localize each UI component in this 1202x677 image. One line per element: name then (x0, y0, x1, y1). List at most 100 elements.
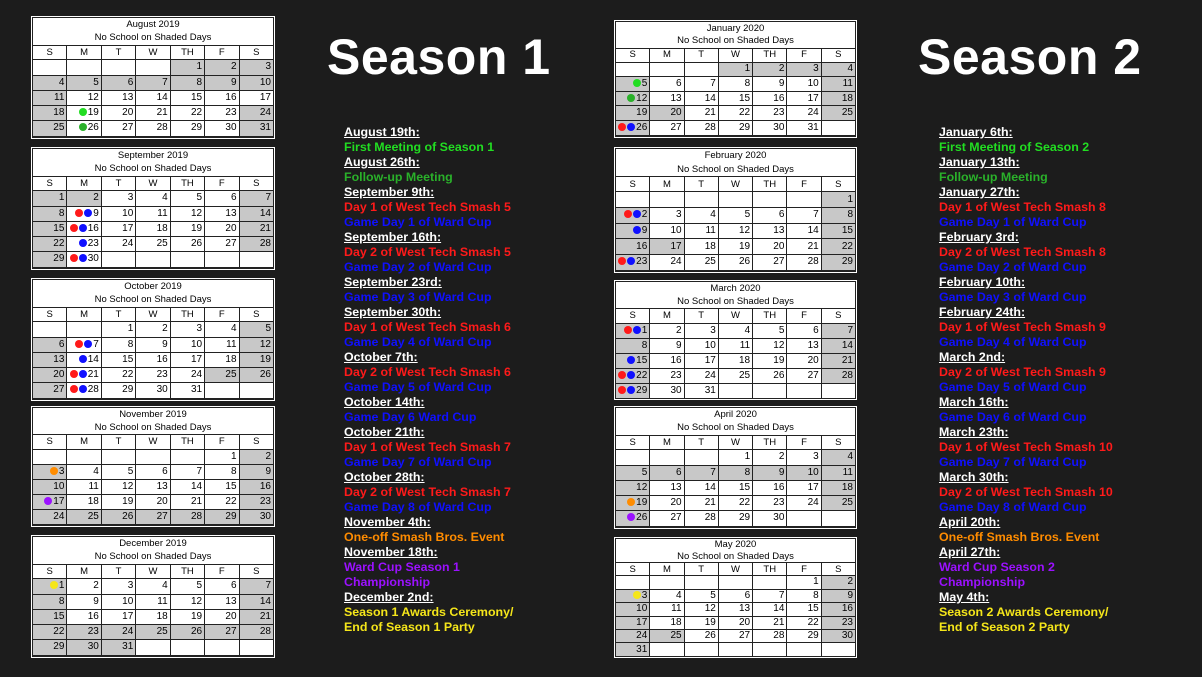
day-cell: 13 (649, 90, 685, 107)
day-cell (204, 523, 240, 527)
day-number: 11 (671, 603, 682, 615)
day-cell: 27 (717, 628, 754, 644)
day-number: 7 (265, 580, 271, 592)
day-cell: 17 (614, 615, 651, 631)
day-cell: 18 (66, 493, 102, 510)
day-cell: 13 (649, 479, 685, 497)
day-number: 23 (87, 238, 99, 250)
weekday-header: S (614, 176, 651, 193)
day-cell: 29 (614, 382, 651, 400)
day-cell (649, 191, 685, 208)
day-cell: 26 (238, 367, 275, 384)
day-cell: 15 (31, 220, 68, 238)
event-date-label: April 20th: (939, 515, 1001, 529)
day-number: 24 (636, 630, 648, 642)
day-cell: 27 (135, 508, 171, 525)
weekday-header: TH (752, 47, 788, 63)
day-cell: 9 (649, 337, 685, 354)
day-cell: 19 (614, 105, 651, 121)
event-description: Game Day 3 of Ward Cup (344, 290, 492, 304)
day-cell (820, 119, 857, 136)
event-description: Game Day 5 of Ward Cup (344, 380, 492, 394)
event-dot (78, 123, 87, 132)
weekday-header: T (100, 44, 137, 61)
event-dot (78, 254, 87, 263)
day-cell: 14 (66, 351, 102, 369)
day-number: 12 (190, 595, 203, 607)
event-date-label: August 19th: (344, 125, 420, 139)
day-cell (100, 397, 137, 401)
day-cell (614, 269, 651, 273)
day-number: 25 (739, 369, 751, 381)
week-row: 6 7 8 9 10 11 12 (31, 336, 275, 353)
day-cell: 21 (752, 615, 788, 631)
day-number: 1 (58, 192, 65, 204)
weekday-header: S (31, 44, 68, 61)
day-cell (717, 575, 754, 590)
day-number: 22 (841, 240, 853, 252)
day-cell: 12 (614, 479, 651, 497)
day-number: 25 (841, 107, 853, 119)
day-cell: 5 (238, 321, 275, 338)
day-cell (204, 397, 240, 401)
day-cell: 13 (204, 593, 240, 610)
day-cell: 6 (786, 322, 822, 339)
week-row: 26 27 28 29 30 31 (614, 119, 857, 136)
day-cell: 4 (717, 322, 754, 339)
day-cell: 12 (752, 337, 788, 354)
day-cell: 30 (752, 510, 788, 527)
day-cell: 4 (66, 463, 102, 480)
day-cell (31, 59, 68, 76)
day-cell: 16 (135, 351, 171, 369)
weekday-header: T (683, 47, 719, 63)
day-cell: 14 (135, 89, 171, 107)
day-cell (238, 135, 275, 139)
day-cell: 7 (66, 336, 102, 353)
day-number: 4 (58, 76, 65, 88)
day-number: 4 (847, 63, 853, 75)
day-cell (66, 321, 102, 338)
day-number: 19 (773, 354, 785, 366)
day-cell: 27 (649, 119, 685, 136)
day-number: 24 (704, 369, 716, 381)
day-number: 13 (670, 481, 682, 493)
week-row: 15 16 17 18 19 20 21 (31, 608, 275, 626)
weekday-header: S (238, 563, 275, 580)
day-cell (649, 642, 685, 657)
day-number: 5 (127, 465, 134, 477)
day-number: 11 (739, 339, 751, 351)
day-number: 22 (190, 107, 203, 119)
day-number: 23 (156, 369, 168, 381)
day-cell: 24 (100, 624, 137, 641)
day-number: 12 (259, 338, 271, 350)
calendar-subtitle: No School on Shaded Days (32, 550, 274, 565)
weekday-header: M (649, 176, 685, 193)
day-number: 30 (773, 512, 785, 524)
day-cell: 29 (717, 510, 754, 527)
weekday-header: S (238, 44, 275, 61)
weekday-header: S (820, 308, 857, 324)
day-number: 16 (87, 222, 99, 234)
day-number: 30 (259, 510, 271, 522)
day-cell: 26 (752, 367, 788, 384)
day-number: 12 (704, 603, 716, 615)
day-cell: 28 (66, 382, 102, 399)
day-number: 20 (670, 107, 682, 119)
day-number: 22 (636, 369, 648, 381)
day-number: 12 (190, 207, 203, 219)
calendar-january-2020: January 2020 No School on Shaded Days S M T W… (614, 20, 857, 138)
day-cell: 6 (100, 74, 137, 91)
day-number: 3 (641, 589, 648, 601)
event-date-label: January 13th: (939, 155, 1020, 169)
weekday-header: T (100, 434, 137, 450)
day-number: 26 (704, 630, 716, 642)
week-row (31, 135, 275, 139)
day-cell: 16 (752, 479, 788, 497)
day-number: 25 (156, 238, 168, 250)
event-description: Season 2 Awards Ceremony/ (939, 605, 1109, 619)
day-cell: 22 (204, 493, 240, 510)
day-number: 16 (87, 610, 99, 622)
day-cell: 29 (31, 639, 68, 656)
event-dot (618, 122, 627, 131)
week-row (614, 134, 857, 138)
